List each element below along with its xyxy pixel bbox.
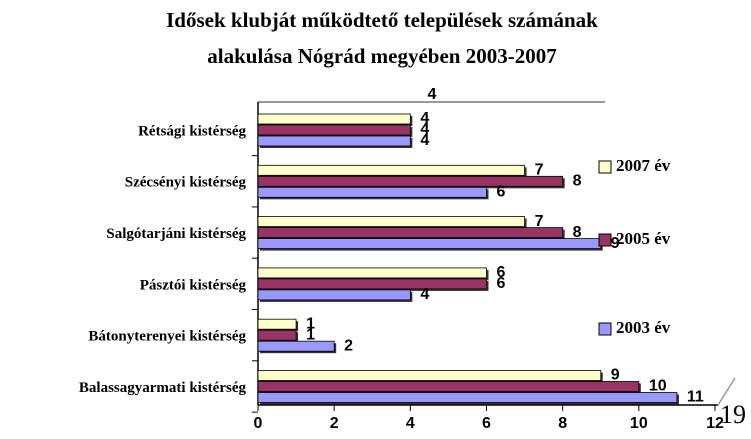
y-tick-label: Pásztói kistérség (140, 277, 247, 293)
bar (257, 186, 487, 198)
y-tick-label: Salgótarjáni kistérség (106, 226, 246, 242)
bar (257, 135, 411, 147)
legend-label: 2007 év (616, 156, 671, 175)
bar (257, 289, 411, 301)
bar (257, 370, 602, 381)
bar (257, 392, 678, 403)
data-label: 6 (497, 264, 506, 281)
data-label: 10 (649, 378, 667, 395)
data-label: 7 (535, 162, 544, 179)
chart-title: alakulása Nógrád megyében 2003-2007 (207, 44, 556, 68)
legend-label: 2005 év (616, 229, 671, 248)
bar (257, 113, 411, 125)
data-label: 4 (420, 132, 429, 149)
x-tick-label: 4 (406, 415, 415, 432)
data-label: 9 (611, 235, 620, 252)
data-label: 1 (306, 326, 315, 343)
bar (257, 238, 602, 250)
y-tick-label: Bátonyterenyei kistérség (88, 329, 246, 345)
y-tick-label: Szécsényi kistérség (125, 175, 247, 191)
data-label: 2 (344, 337, 353, 354)
data-label: 7 (535, 213, 544, 230)
legend-swatch (598, 233, 612, 247)
legend-swatch (598, 160, 612, 174)
data-label: 11 (687, 389, 704, 406)
chart-title: Idősek klubját működtető települések szá… (166, 8, 598, 32)
legend-label: 2003 év (616, 318, 671, 337)
bar (257, 267, 487, 279)
bar (257, 278, 487, 290)
bar (257, 318, 297, 330)
data-label: 9 (611, 367, 620, 384)
x-tick-label: 2 (330, 415, 339, 432)
annotation: 4 (428, 86, 437, 103)
legend-swatch (598, 322, 612, 336)
x-tick-label: 0 (254, 415, 263, 432)
y-tick-label: Balassagyarmati kistérség (79, 380, 247, 396)
bar (257, 381, 640, 392)
data-label: 8 (573, 224, 582, 241)
x-tick-label: 10 (630, 415, 648, 432)
depth-edge (717, 377, 736, 406)
bar (257, 340, 335, 352)
data-label: 4 (420, 121, 429, 138)
y-tick-label: Rétsági kistérség (138, 123, 246, 139)
data-label: 4 (420, 110, 429, 127)
bar (257, 329, 297, 341)
data-label: 4 (420, 286, 429, 303)
data-label: 6 (497, 275, 506, 292)
data-label: 6 (497, 184, 506, 201)
bar (257, 164, 525, 176)
bar (257, 175, 564, 187)
page-number: 19 (720, 400, 746, 429)
bar (257, 227, 564, 239)
bar (257, 216, 525, 228)
x-tick-label: 8 (558, 415, 567, 432)
x-tick-label: 12 (706, 415, 724, 432)
data-label: 8 (573, 173, 582, 190)
data-label: 1 (306, 315, 315, 332)
x-tick-label: 6 (482, 415, 491, 432)
bar (257, 124, 411, 136)
